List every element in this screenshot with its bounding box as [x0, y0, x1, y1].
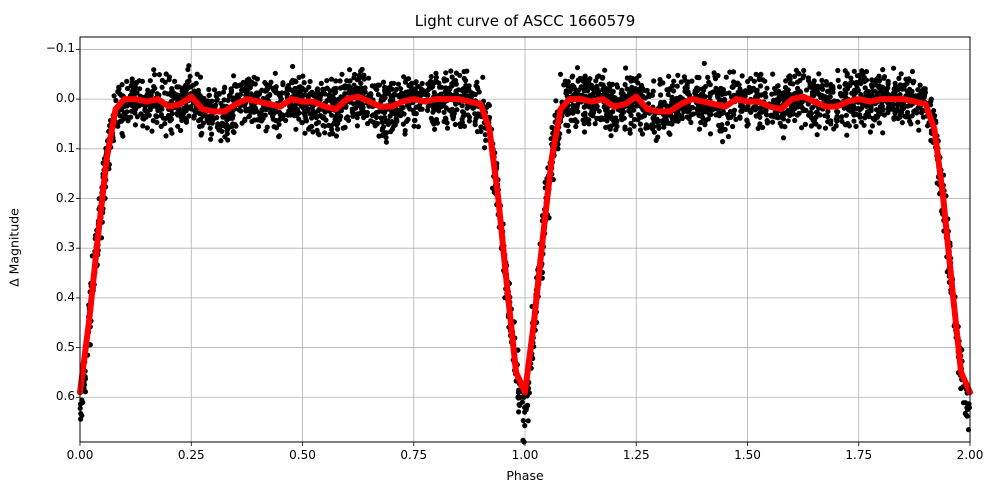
x-tick-label: 0.50: [289, 448, 316, 462]
x-tick-label: 2.00: [956, 448, 984, 462]
axis-ticks: [76, 49, 971, 446]
y-tick-label: 0.6: [55, 389, 75, 404]
x-tick-label: 0.00: [66, 448, 94, 462]
x-tick-label: 1.50: [734, 448, 761, 462]
model-curve: [77, 93, 973, 396]
x-tick-label: 1.00: [511, 448, 539, 462]
y-tick-label: 0.4: [55, 289, 75, 304]
y-tick-label: 0.1: [55, 140, 75, 155]
x-tick-label: 1.75: [845, 448, 873, 462]
x-tick-label: 0.75: [400, 448, 428, 462]
x-axis-label: Phase: [506, 468, 544, 483]
y-tick-label: 0.2: [55, 190, 75, 205]
x-tick-label: 1.25: [622, 448, 650, 462]
y-tick-label: 0.0: [55, 91, 75, 106]
chart-title: Light curve of ASCC 1660579: [414, 12, 636, 30]
y-tick-label: 0.5: [55, 339, 75, 354]
x-tick-label: 0.25: [177, 448, 205, 462]
y-tick-label: 0.3: [55, 240, 75, 255]
y-tick-label: −0.1: [45, 41, 75, 56]
